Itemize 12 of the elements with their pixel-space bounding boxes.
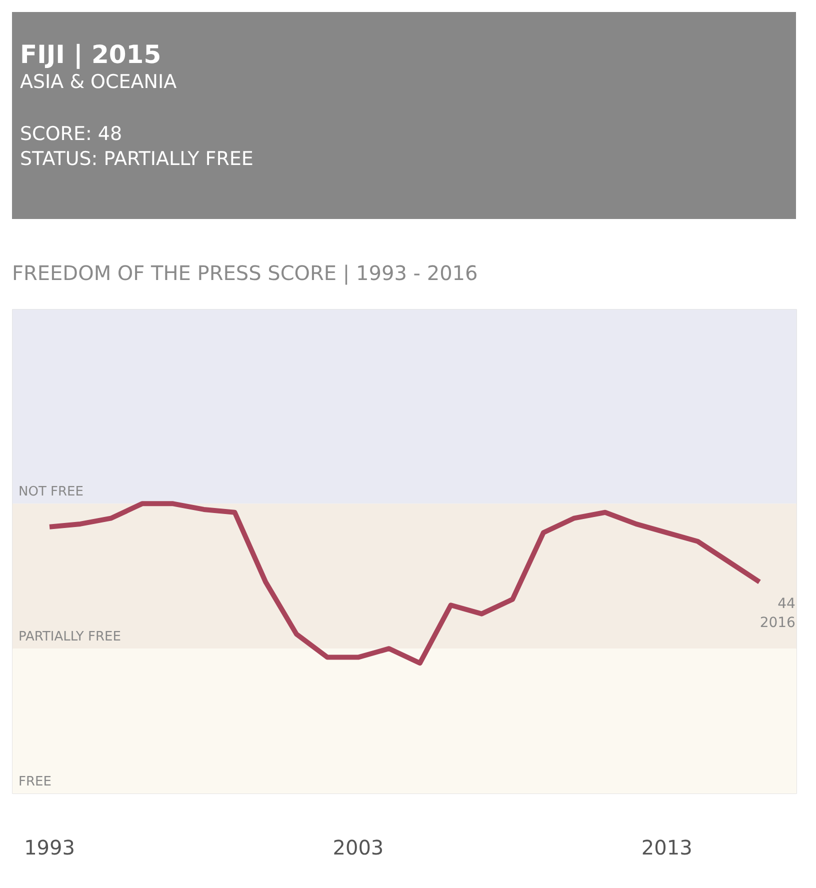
band-label: PARTIALLY FREE: [18, 630, 121, 645]
chart-title: FIJI | 2015: [20, 40, 162, 70]
band-label: NOT FREE: [18, 484, 84, 500]
text: SCORE: 48: [20, 122, 124, 147]
x-tick-label: 2003: [332, 836, 384, 860]
band-label: FREE: [18, 774, 52, 790]
chart-subtitle: ASIA & OCEANIA: [20, 70, 178, 94]
x-tick-label: 1993: [24, 836, 75, 860]
x-tick-label: 2013: [641, 836, 692, 860]
text: STATUS: PARTIALLY FREE: [20, 147, 254, 172]
annotation: 44 2016: [760, 596, 796, 632]
text: FREEDOM OF THE PRESS SCORE | 1993 - 2016: [12, 260, 478, 287]
